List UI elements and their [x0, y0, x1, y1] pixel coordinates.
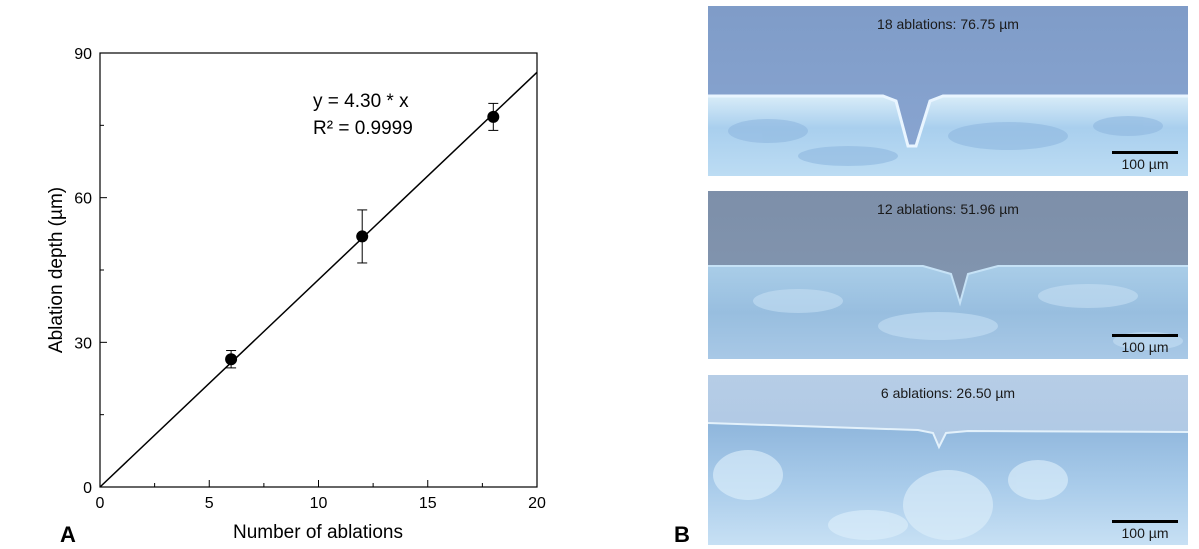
y-tick-label: 60	[74, 191, 92, 208]
y-tick-label: 30	[74, 335, 92, 352]
x-tick-label: 10	[310, 495, 328, 512]
x-axis: 0 5 10 15 20	[96, 480, 546, 512]
scale-bar: 100 µm	[1112, 334, 1178, 355]
scale-bar-line	[1112, 151, 1178, 154]
micrograph-image	[708, 191, 1188, 359]
micrograph-caption: 12 ablations: 51.96 µm	[877, 201, 1019, 217]
scale-bar: 100 µm	[1112, 520, 1178, 541]
y-tick-label: 90	[74, 46, 92, 63]
scale-bar-label: 100 µm	[1121, 339, 1169, 355]
micrograph-6-ablations: 6 ablations: 26.50 µm 100 µm	[708, 375, 1188, 545]
micrograph-12-ablations: 12 ablations: 51.96 µm 100 µm	[708, 191, 1188, 359]
micrograph-caption: 6 ablations: 26.50 µm	[880, 385, 1016, 401]
scale-bar-line	[1112, 520, 1178, 523]
micrograph-18-ablations: 18 ablations: 76.75 µm 100 µm	[708, 6, 1188, 176]
micrograph-image	[708, 375, 1188, 545]
data-points-layer	[225, 102, 500, 369]
data-point	[225, 353, 238, 366]
y-axis: 0 30 60 90	[74, 46, 107, 497]
scale-bar: 100 µm	[1112, 151, 1178, 172]
scale-bar-label: 100 µm	[1121, 525, 1169, 541]
x-tick-label: 20	[528, 495, 546, 512]
x-tick-label: 5	[205, 495, 214, 512]
micrograph-caption: 18 ablations: 76.75 µm	[877, 16, 1019, 32]
micrograph-image	[708, 6, 1188, 176]
fit-r-squared: R² = 0.9999	[313, 118, 413, 139]
scale-bar-line	[1112, 334, 1178, 337]
fit-line-layer	[99, 71, 538, 488]
panel-label-b: B	[674, 522, 690, 547]
x-tick-label: 0	[96, 495, 105, 512]
scale-bar-label: 100 µm	[1121, 156, 1169, 172]
x-tick-label: 15	[419, 495, 437, 512]
ablation-depth-chart: 0 5 10 15 20 0 30 60 90 Number of ablations Abl…	[46, 46, 546, 543]
y-axis-label: Ablation depth (µm)	[46, 187, 67, 353]
data-point	[356, 230, 369, 243]
fit-equation: y = 4.30 * x	[313, 91, 409, 112]
fit-line	[99, 71, 538, 488]
data-point	[487, 110, 500, 123]
y-tick-label: 0	[83, 480, 92, 497]
panel-label-a: A	[60, 522, 76, 547]
x-axis-label: Number of ablations	[233, 522, 403, 543]
